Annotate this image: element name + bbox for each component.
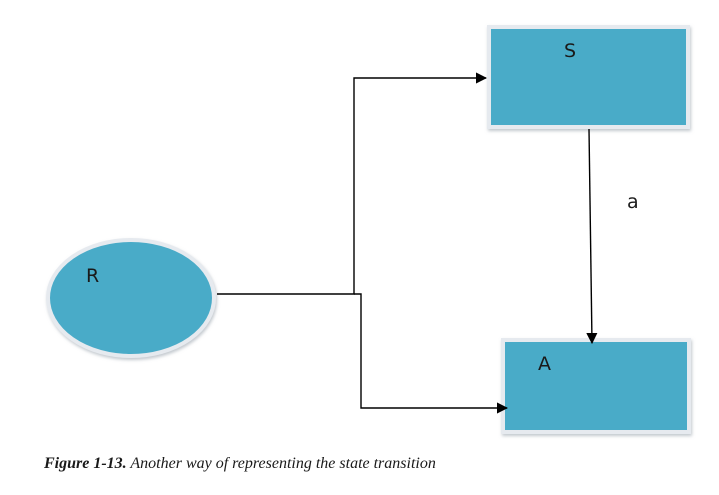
node-r-label: R (86, 265, 99, 287)
edge-r-to-s (217, 72, 488, 295)
edge-s-to-a-label: a (627, 191, 639, 213)
node-a-shape (501, 338, 691, 434)
edge-r-to-a (354, 293, 509, 414)
figure-number: Figure 1-13. (44, 455, 127, 472)
node-a: A (501, 338, 691, 434)
node-r-shape (46, 238, 216, 358)
figure-caption-text: Another way of representing the state tr… (130, 455, 436, 472)
edge-s-to-a (586, 128, 598, 345)
figure-caption: Figure 1-13. Another way of representing… (44, 455, 436, 473)
node-s: S (487, 25, 690, 129)
state-transition-diagram: R S A a (46, 25, 691, 434)
node-s-shape (487, 25, 690, 129)
node-a-label: A (538, 353, 551, 375)
node-s-label: S (564, 40, 576, 62)
node-r: R (46, 238, 216, 358)
